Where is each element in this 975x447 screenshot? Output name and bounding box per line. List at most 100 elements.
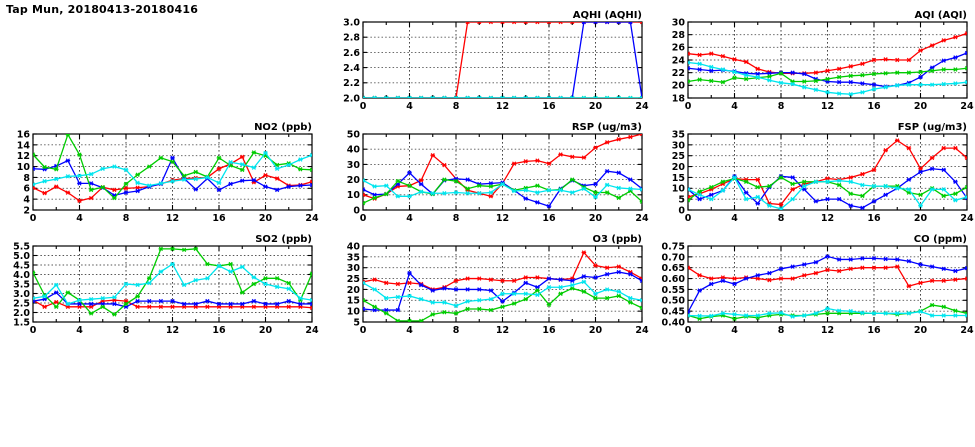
data-point-marker: [193, 246, 199, 252]
data-point-marker: [65, 158, 71, 163]
data-point-marker: [372, 304, 377, 310]
data-point-marker: [894, 264, 900, 269]
data-point-marker: [848, 79, 854, 85]
data-point-marker: [500, 278, 505, 283]
data-point-marker: [778, 71, 784, 76]
data-point-marker: [604, 140, 610, 145]
data-point-marker: [941, 187, 947, 192]
data-point-marker: [883, 148, 888, 153]
data-point-marker: [894, 138, 900, 143]
data-point-marker: [535, 190, 540, 195]
data-point-marker: [604, 287, 610, 292]
data-point-marker: [488, 296, 494, 302]
y-tick-label: 10: [347, 307, 361, 318]
data-point-marker: [860, 256, 865, 261]
data-point-marker: [790, 181, 795, 187]
data-point-marker: [488, 22, 494, 25]
data-point-marker: [732, 316, 737, 321]
data-point-marker: [616, 185, 622, 191]
data-point-marker: [263, 301, 268, 307]
x-tick-label: 24: [960, 213, 974, 224]
y-tick-label: 20: [347, 175, 361, 186]
panel-rsp: 0 10 20 30 40 50 0 4 8 12 16 20 24 RSP (ug/m3): [330, 120, 650, 228]
data-point-marker: [790, 276, 795, 281]
data-point-marker: [488, 277, 494, 282]
y-tick-label: 2.4: [343, 63, 360, 74]
x-tick-label: 4: [406, 101, 413, 112]
data-point-marker: [558, 22, 563, 25]
data-point-marker: [181, 173, 187, 179]
data-point-marker: [639, 298, 642, 303]
data-point-marker: [720, 275, 726, 280]
data-point-marker: [929, 68, 935, 74]
data-point-marker: [535, 288, 540, 293]
data-point-marker: [743, 179, 749, 185]
series-line-day2: [688, 255, 967, 313]
data-point-marker: [941, 67, 947, 72]
y-tick-label: 5.5: [13, 241, 30, 252]
data-point-marker: [363, 280, 366, 286]
data-point-marker: [628, 22, 633, 25]
data-point-marker: [205, 298, 210, 304]
data-point-marker: [407, 293, 412, 299]
data-point-marker: [894, 257, 900, 262]
x-tick-label: 4: [76, 325, 83, 336]
data-point-marker: [42, 294, 47, 299]
data-point-marker: [546, 95, 552, 98]
data-point-marker: [274, 166, 280, 171]
data-point-marker: [639, 278, 642, 283]
data-point-marker: [616, 269, 622, 275]
data-point-marker: [488, 307, 494, 313]
data-point-marker: [418, 282, 424, 288]
data-point-marker: [743, 72, 749, 78]
data-point-marker: [581, 22, 587, 25]
data-point-marker: [616, 289, 622, 294]
data-point-marker: [964, 194, 967, 200]
data-point-marker: [639, 95, 642, 98]
panel-so2: 1.5 2.0 2.5 3.0 3.5 4.0 4.5 5.0 5.5 0 4 8 12 16 20 24 SO…: [0, 232, 320, 340]
data-point-marker: [593, 190, 598, 195]
x-tick-label: 4: [406, 213, 413, 224]
data-point-marker: [813, 260, 819, 265]
data-point-marker: [53, 299, 59, 305]
data-point-marker: [883, 265, 888, 270]
data-point-marker: [239, 162, 245, 167]
data-point-marker: [581, 155, 587, 160]
data-point-marker: [825, 76, 830, 82]
x-tick-label: 8: [453, 213, 460, 224]
y-tick-label: 0: [678, 205, 685, 216]
data-point-marker: [158, 181, 164, 186]
chart-aqhi: 2.0 2.2 2.4 2.6 2.8 3.0 0 4 8 12 16 20 24 AQHI (AQHI): [343, 10, 649, 112]
data-point-marker: [964, 155, 967, 161]
data-point-marker: [251, 281, 257, 287]
data-point-marker: [274, 276, 280, 281]
y-tick-label: 20: [672, 162, 686, 173]
data-point-marker: [100, 304, 106, 310]
y-tick-label: 30: [347, 263, 361, 274]
data-point-marker: [918, 280, 923, 286]
data-point-marker: [239, 290, 245, 295]
data-point-marker: [395, 281, 401, 287]
data-point-marker: [953, 268, 958, 274]
data-point-marker: [708, 68, 714, 74]
data-point-marker: [581, 289, 587, 294]
x-tick-label: 24: [305, 325, 319, 336]
data-point-marker: [848, 175, 854, 180]
data-point-marker: [953, 191, 958, 196]
data-point-marker: [77, 198, 82, 204]
data-point-marker: [708, 192, 714, 198]
data-point-marker: [53, 304, 59, 310]
data-point-marker: [918, 262, 923, 267]
data-point-marker: [743, 196, 749, 202]
x-tick-label: 4: [406, 325, 413, 336]
data-point-marker: [593, 181, 598, 187]
data-point-marker: [941, 167, 947, 173]
data-point-marker: [418, 189, 424, 194]
data-point-marker: [778, 310, 784, 316]
data-point-marker: [77, 173, 82, 179]
data-point-marker: [523, 196, 529, 201]
data-point-marker: [801, 313, 807, 318]
data-point-marker: [593, 295, 598, 301]
y-tick-label: 5: [353, 317, 360, 328]
